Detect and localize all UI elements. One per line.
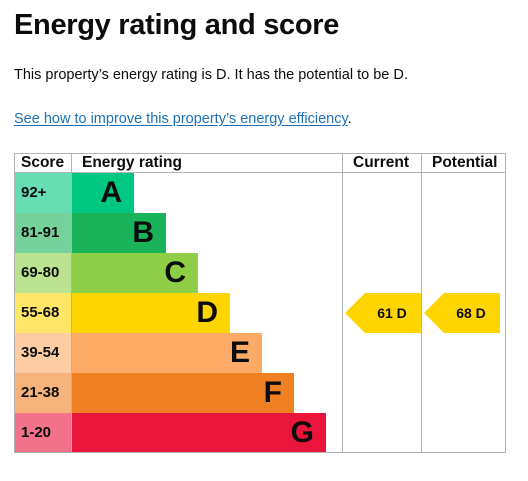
rating-band-d: D bbox=[72, 293, 230, 333]
score-column-header: Score bbox=[21, 154, 65, 171]
current-rating-marker: 61 D bbox=[345, 293, 421, 333]
rating-summary: This property’s energy rating is D. It h… bbox=[14, 67, 408, 83]
page-title: Energy rating and score bbox=[14, 9, 340, 41]
band-letter-b: B bbox=[132, 216, 154, 249]
band-letter-g: G bbox=[290, 416, 314, 449]
improve-paragraph: See how to improve this property’s energ… bbox=[14, 109, 352, 129]
current-column-header: Current bbox=[353, 154, 409, 171]
grid-vline-3 bbox=[421, 153, 422, 453]
grid-vline-4 bbox=[505, 153, 506, 453]
rating-band-c: C bbox=[72, 253, 198, 293]
rating-band-g: G bbox=[72, 413, 326, 453]
improve-suffix: . bbox=[347, 111, 352, 127]
rating-band-f: F bbox=[72, 373, 294, 413]
rating-band-e: E bbox=[72, 333, 262, 373]
grid-top-line bbox=[14, 153, 506, 154]
potential-column-header: Potential bbox=[432, 154, 498, 171]
improve-efficiency-link[interactable]: See how to improve this property’s energ… bbox=[14, 111, 348, 127]
score-cell-e: 39-54 bbox=[14, 333, 72, 373]
potential-rating-marker: 68 D bbox=[424, 293, 500, 333]
grid-vline-1 bbox=[71, 153, 72, 453]
grid-vline-2 bbox=[342, 153, 343, 453]
score-cell-b: 81-91 bbox=[14, 213, 72, 253]
score-cell-f: 21-38 bbox=[14, 373, 72, 413]
grid-bottom-line bbox=[14, 452, 506, 453]
rating-band-b: B bbox=[72, 213, 166, 253]
grid-vline-0 bbox=[14, 153, 15, 453]
score-cell-g: 1-20 bbox=[14, 413, 72, 453]
energy-rating-column-header: Energy rating bbox=[82, 154, 182, 171]
band-letter-d: D bbox=[196, 296, 218, 329]
current-rating-label: 61 D bbox=[377, 305, 407, 321]
rating-band-a: A bbox=[72, 173, 134, 213]
grid-header-line bbox=[14, 172, 506, 173]
score-cell-a: 92+ bbox=[14, 173, 72, 213]
band-letter-f: F bbox=[263, 376, 282, 409]
band-letter-c: C bbox=[164, 256, 186, 289]
score-cell-c: 69-80 bbox=[14, 253, 72, 293]
band-letter-a: A bbox=[100, 176, 122, 209]
potential-rating-label: 68 D bbox=[456, 305, 486, 321]
band-letter-e: E bbox=[229, 336, 250, 369]
score-cell-d: 55-68 bbox=[14, 293, 72, 333]
energy-rating-chart: Score Energy rating Current Potential 92… bbox=[14, 153, 506, 453]
